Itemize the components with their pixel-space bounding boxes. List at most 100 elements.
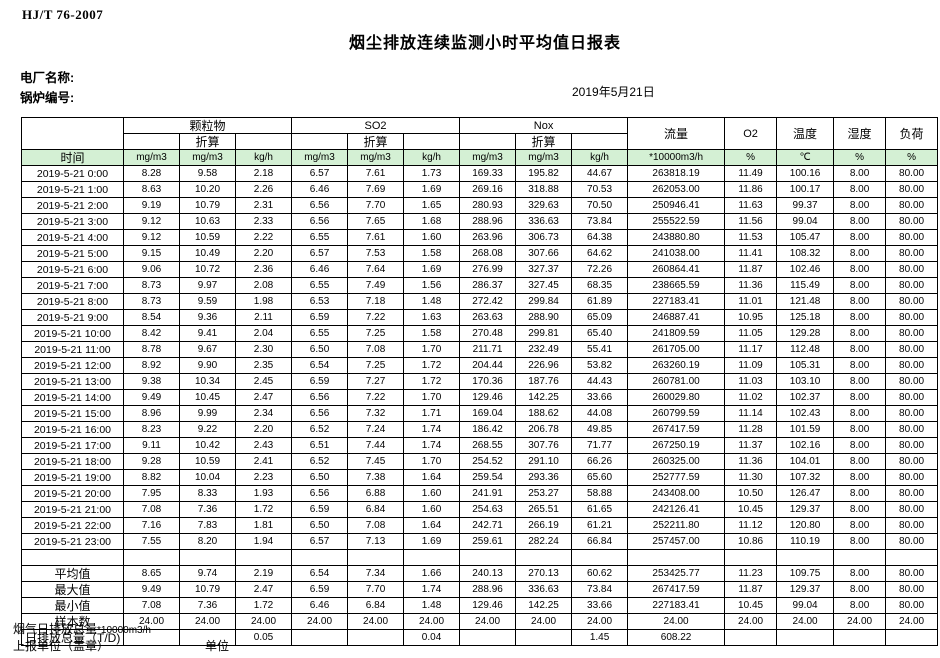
table-row[interactable]: 2019-5-21 14:00 9.49 10.45 2.47 6.56 7.22 1.70… xyxy=(21,389,939,406)
cell-value-2: 2.23 xyxy=(234,469,293,486)
cell-time: 2019-5-21 19:00 xyxy=(21,469,124,486)
table-row[interactable]: 2019-5-21 12:00 8.92 9.90 2.35 6.54 7.25 1.72 2… xyxy=(21,357,939,374)
summary-value-6: 288.96 xyxy=(459,581,517,598)
unit-temperature: ℃ xyxy=(776,149,835,166)
cell-time: 2019-5-21 11:00 xyxy=(21,341,124,358)
cell-value-11: 129.37 xyxy=(776,501,835,518)
cell-value-11: 105.31 xyxy=(776,357,835,374)
header-blank-pm-kgh xyxy=(234,133,293,150)
cell-value-10: 11.53 xyxy=(724,229,778,246)
table-row[interactable]: 2019-5-21 23:00 7.55 8.20 1.94 6.57 7.13 1.69 2… xyxy=(21,533,939,550)
summary-value-1: 24.00 xyxy=(179,613,236,630)
cell-value-10: 11.09 xyxy=(724,357,778,374)
table-row[interactable]: 2019-5-21 13:00 9.38 10.34 2.45 6.59 7.27 1.72… xyxy=(21,373,939,390)
cell-value-12: 8.00 xyxy=(833,277,887,294)
table-row[interactable]: 2019-5-21 17:00 9.11 10.42 2.43 6.51 7.44 1.74… xyxy=(21,437,939,454)
cell-value-3: 6.56 xyxy=(291,213,349,230)
cell-value-6: 211.71 xyxy=(459,341,517,358)
cell-value-6: 263.63 xyxy=(459,309,517,326)
daily-total-value-9: 608.22 xyxy=(627,629,726,646)
table-row[interactable]: 2019-5-21 1:00 8.63 10.20 2.26 6.46 7.69 1.69 2… xyxy=(21,181,939,198)
summary-value-4: 24.00 xyxy=(347,613,405,630)
summary-row: 最大值 9.49 10.79 2.47 6.59 7.70 1.74 288.96 336.63… xyxy=(21,581,939,598)
cell-time: 2019-5-21 4:00 xyxy=(21,229,124,246)
table-row[interactable]: 2019-5-21 6:00 9.06 10.72 2.36 6.46 7.64 1.69 2… xyxy=(21,261,939,278)
cell-blank xyxy=(833,549,887,566)
table-row[interactable]: 2019-5-21 15:00 8.96 9.99 2.34 6.56 7.32 1.71 1… xyxy=(21,405,939,422)
table-row[interactable]: 2019-5-21 22:00 7.16 7.83 1.81 6.50 7.08 1.64 2… xyxy=(21,517,939,534)
table-row[interactable]: 2019-5-21 20:00 7.95 8.33 1.93 6.56 6.88 1.60 2… xyxy=(21,485,939,502)
cell-value-7: 265.51 xyxy=(515,501,573,518)
table-row[interactable]: 2019-5-21 10:00 8.42 9.41 2.04 6.55 7.25 1.58 2… xyxy=(21,325,939,342)
cell-value-6: 170.36 xyxy=(459,373,517,390)
cell-value-9: 267417.59 xyxy=(627,421,726,438)
cell-value-8: 61.21 xyxy=(571,517,629,534)
cell-value-9: 260864.41 xyxy=(627,261,726,278)
unit-so2-mgm3: mg/m3 xyxy=(291,149,349,166)
cell-value-10: 11.87 xyxy=(724,261,778,278)
header-converted-so2: 折算 xyxy=(347,133,405,150)
table-row[interactable]: 2019-5-21 4:00 9.12 10.59 2.22 6.55 7.61 1.60 2… xyxy=(21,229,939,246)
cell-value-12: 8.00 xyxy=(833,293,887,310)
table-row[interactable]: 2019-5-21 2:00 9.19 10.79 2.31 6.56 7.70 1.65 2… xyxy=(21,197,939,214)
table-row[interactable]: 2019-5-21 7:00 8.73 9.97 2.08 6.55 7.49 1.56 28… xyxy=(21,277,939,294)
cell-value-12: 8.00 xyxy=(833,421,887,438)
cell-value-3: 6.57 xyxy=(291,165,349,182)
daily-total-value-4 xyxy=(347,629,405,646)
table-row[interactable]: 2019-5-21 11:00 8.78 9.67 2.30 6.50 7.08 1.70 2… xyxy=(21,341,939,358)
cell-time: 2019-5-21 14:00 xyxy=(21,389,124,406)
table-row[interactable]: 2019-5-21 8:00 8.73 9.59 1.98 6.53 7.18 1.48 27… xyxy=(21,293,939,310)
cell-value-2: 2.43 xyxy=(234,437,293,454)
cell-value-0: 8.23 xyxy=(123,421,180,438)
table-row[interactable]: 2019-5-21 3:00 9.12 10.63 2.33 6.56 7.65 1.68 2… xyxy=(21,213,939,230)
cell-value-2: 2.33 xyxy=(234,213,293,230)
table-row[interactable]: 2019-5-21 18:00 9.28 10.59 2.41 6.52 7.45 1.70… xyxy=(21,453,939,470)
cell-value-9: 241038.00 xyxy=(627,245,726,262)
table-row[interactable]: 2019-5-21 5:00 9.15 10.49 2.20 6.57 7.53 1.58 2… xyxy=(21,245,939,262)
footer-total-flow-unit: *10000m3/h xyxy=(97,625,151,636)
cell-value-10: 10.95 xyxy=(724,309,778,326)
cell-value-13: 80.00 xyxy=(885,309,939,326)
table-row[interactable]: 2019-5-21 16:00 8.23 9.22 2.20 6.52 7.24 1.74 1… xyxy=(21,421,939,438)
cell-value-4: 6.88 xyxy=(347,485,405,502)
cell-value-9: 243408.00 xyxy=(627,485,726,502)
cell-time: 2019-5-21 21:00 xyxy=(21,501,124,518)
cell-value-8: 53.82 xyxy=(571,357,629,374)
summary-value-13: 80.00 xyxy=(885,565,939,582)
table-row[interactable]: 2019-5-21 9:00 8.54 9.36 2.11 6.59 7.22 1.63 26… xyxy=(21,309,939,326)
cell-value-12: 8.00 xyxy=(833,213,887,230)
cell-value-2: 2.08 xyxy=(234,277,293,294)
cell-value-9: 260799.59 xyxy=(627,405,726,422)
cell-value-3: 6.53 xyxy=(291,293,349,310)
cell-value-13: 80.00 xyxy=(885,453,939,470)
cell-value-12: 8.00 xyxy=(833,341,887,358)
cell-value-8: 44.08 xyxy=(571,405,629,422)
cell-value-8: 33.66 xyxy=(571,389,629,406)
cell-value-4: 7.13 xyxy=(347,533,405,550)
cell-value-12: 8.00 xyxy=(833,437,887,454)
cell-value-0: 7.16 xyxy=(123,517,180,534)
cell-value-12: 8.00 xyxy=(833,165,887,182)
page-title: 烟尘排放连续监测小时平均值日报表 xyxy=(348,35,621,52)
cell-value-1: 10.42 xyxy=(179,437,236,454)
cell-value-3: 6.59 xyxy=(291,501,349,518)
summary-value-5: 1.74 xyxy=(403,581,461,598)
cell-time: 2019-5-21 9:00 xyxy=(21,309,124,326)
cell-value-3: 6.56 xyxy=(291,485,349,502)
cell-value-7: 266.19 xyxy=(515,517,573,534)
cell-value-3: 6.57 xyxy=(291,245,349,262)
cell-value-8: 70.53 xyxy=(571,181,629,198)
cell-value-13: 80.00 xyxy=(885,421,939,438)
cell-value-9: 255522.59 xyxy=(627,213,726,230)
summary-value-6: 240.13 xyxy=(459,565,517,582)
table-row[interactable]: 2019-5-21 0:00 8.28 9.58 2.18 6.57 7.61 1.73 16… xyxy=(21,165,939,182)
summary-value-10: 11.23 xyxy=(724,565,778,582)
unit-nox-kgh: kg/h xyxy=(571,149,629,166)
cell-value-12: 8.00 xyxy=(833,453,887,470)
cell-value-5: 1.48 xyxy=(403,293,461,310)
cell-value-13: 80.00 xyxy=(885,373,939,390)
cell-value-6: 272.42 xyxy=(459,293,517,310)
table-row[interactable]: 2019-5-21 21:00 7.08 7.36 1.72 6.59 6.84 1.60 2… xyxy=(21,501,939,518)
table-row[interactable]: 2019-5-21 19:00 8.82 10.04 2.23 6.50 7.38 1.64… xyxy=(21,469,939,486)
cell-value-3: 6.52 xyxy=(291,453,349,470)
